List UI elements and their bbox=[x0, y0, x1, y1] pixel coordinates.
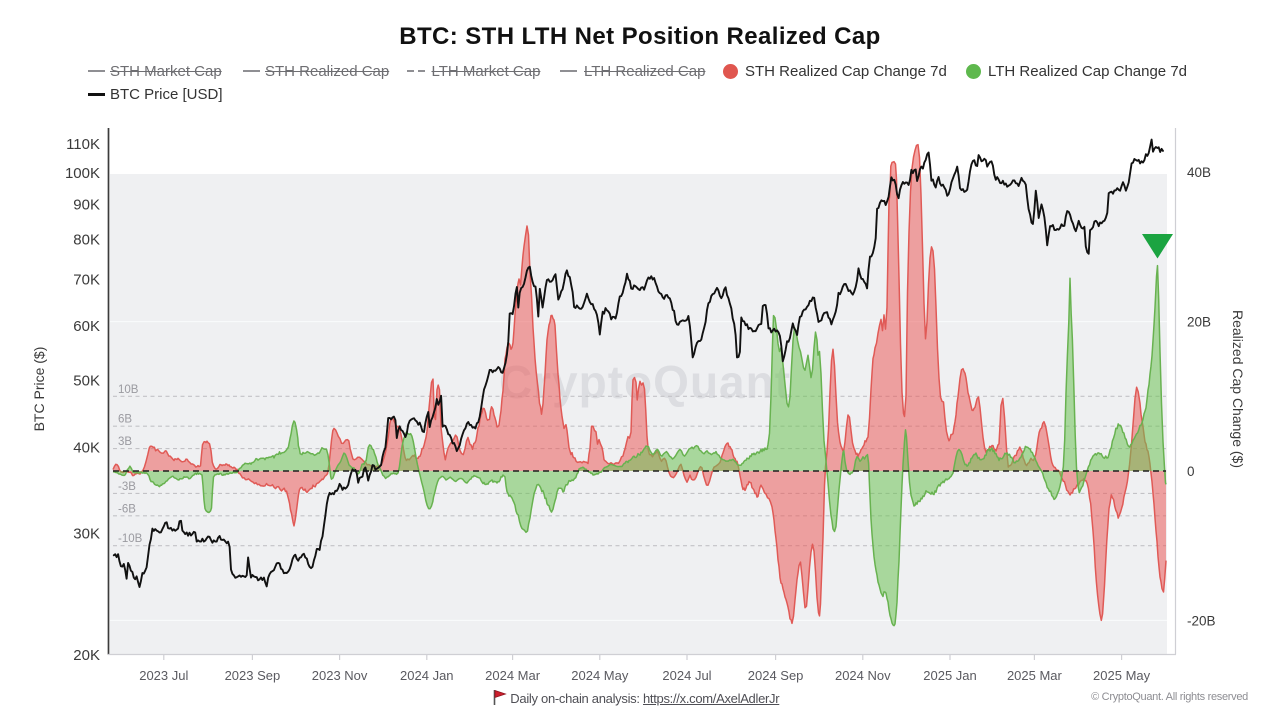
svg-text:80K: 80K bbox=[73, 232, 100, 249]
svg-text:Realized Cap Change ($): Realized Cap Change ($) bbox=[1230, 310, 1246, 468]
svg-text:2023 Jul: 2023 Jul bbox=[139, 668, 188, 683]
svg-text:2024 Sep: 2024 Sep bbox=[748, 668, 804, 683]
svg-text:-6B: -6B bbox=[118, 503, 136, 515]
svg-text:6B: 6B bbox=[118, 414, 132, 426]
svg-text:2025 Jan: 2025 Jan bbox=[923, 668, 977, 683]
svg-text:-20B: -20B bbox=[1187, 613, 1216, 628]
svg-text:70K: 70K bbox=[73, 272, 100, 289]
svg-text:2024 Nov: 2024 Nov bbox=[835, 668, 891, 683]
svg-text:0: 0 bbox=[1187, 464, 1195, 479]
svg-text:2025 May: 2025 May bbox=[1093, 668, 1151, 683]
svg-text:BTC Price ($): BTC Price ($) bbox=[31, 347, 47, 432]
svg-text:20B: 20B bbox=[1187, 315, 1211, 330]
svg-text:2024 Mar: 2024 Mar bbox=[485, 668, 541, 683]
svg-text:60K: 60K bbox=[73, 318, 100, 335]
svg-text:40B: 40B bbox=[1187, 165, 1211, 180]
svg-text:110K: 110K bbox=[66, 136, 100, 153]
svg-text:40K: 40K bbox=[73, 439, 100, 456]
svg-text:2024 Jan: 2024 Jan bbox=[400, 668, 454, 683]
svg-text:10B: 10B bbox=[118, 384, 139, 396]
svg-text:90K: 90K bbox=[73, 196, 100, 213]
svg-text:30K: 30K bbox=[73, 526, 100, 543]
svg-text:3B: 3B bbox=[118, 436, 132, 448]
svg-text:2023 Sep: 2023 Sep bbox=[225, 668, 281, 683]
svg-text:-10B: -10B bbox=[118, 533, 143, 545]
svg-text:2024 May: 2024 May bbox=[571, 668, 629, 683]
svg-text:2024 Jul: 2024 Jul bbox=[662, 668, 711, 683]
svg-text:100K: 100K bbox=[65, 165, 100, 182]
svg-text:2025 Mar: 2025 Mar bbox=[1007, 668, 1063, 683]
svg-text:-3B: -3B bbox=[118, 481, 136, 493]
svg-text:20K: 20K bbox=[73, 647, 100, 664]
svg-text:50K: 50K bbox=[73, 373, 100, 390]
svg-text:2023 Nov: 2023 Nov bbox=[312, 668, 368, 683]
